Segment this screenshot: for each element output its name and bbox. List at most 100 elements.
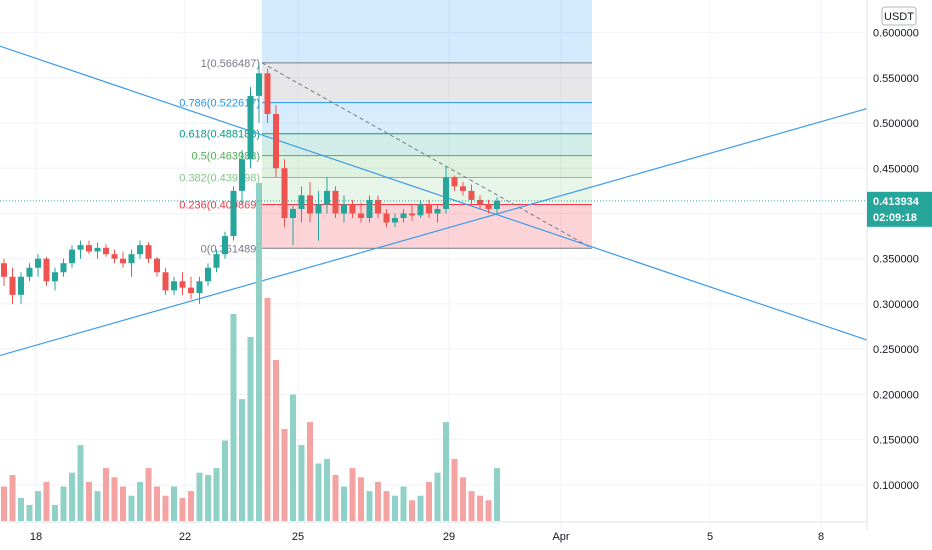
fib-trend-dashed-line[interactable] — [261, 62, 593, 249]
candles — [0, 63, 867, 304]
candle — [188, 276, 194, 300]
candle — [273, 104, 279, 178]
time-tick-label: 29 — [443, 531, 455, 543]
candle — [375, 195, 381, 218]
volume-bar — [247, 337, 254, 521]
trendlines[interactable] — [0, 45, 868, 357]
price-tick-label: 0.100000 — [873, 480, 919, 492]
volume-bar — [52, 504, 58, 521]
candle — [290, 204, 296, 246]
volume-bar — [162, 495, 169, 521]
candle — [477, 195, 483, 209]
fib-retracement[interactable]: 1(0.566487) 0.786(0.522617) 0.618(0.488188… — [179, 0, 593, 255]
candle-body — [9, 276, 16, 295]
candle — [307, 181, 313, 223]
candle-body — [264, 73, 271, 114]
candle-body — [1, 263, 7, 277]
candle-body — [307, 195, 313, 214]
candle — [128, 249, 135, 277]
candle-body — [162, 272, 169, 291]
candle-body — [494, 200, 500, 209]
price-axis[interactable]: 0.6000000.5500000.5000000.4500000.400000… — [866, 0, 932, 530]
volume-bar — [383, 491, 390, 521]
candle-body — [468, 190, 475, 200]
volume-bar — [60, 486, 67, 521]
candle-body — [26, 267, 33, 277]
candle — [341, 195, 347, 223]
candle — [52, 267, 58, 291]
fib-level-label: 1(0.566487) — [201, 58, 260, 70]
volume-bar — [315, 463, 322, 521]
volume-bar — [349, 468, 356, 521]
candle-body — [485, 204, 492, 209]
candle-body — [120, 258, 126, 264]
volume-bar — [222, 440, 228, 521]
candle — [383, 208, 390, 228]
candle-body — [171, 281, 177, 291]
candle-body — [290, 208, 296, 218]
volume-bar — [290, 394, 296, 521]
candle — [103, 244, 109, 257]
volume-bar — [400, 486, 407, 521]
fib-level-label: 0.786(0.522617) — [179, 98, 260, 110]
candle-body — [375, 199, 381, 214]
candle-body — [443, 177, 449, 209]
currency-button[interactable] — [881, 6, 917, 26]
candle-body — [383, 213, 390, 223]
candle — [443, 166, 449, 214]
fib-level-label: 0.618(0.488188) — [179, 129, 260, 141]
fib-band — [262, 102, 592, 134]
volume-bar — [494, 468, 500, 521]
volume-bar — [417, 495, 424, 521]
time-tick-label: 8 — [818, 531, 824, 543]
fib-extension-zone — [262, 0, 592, 63]
candle — [298, 186, 305, 223]
descending-trendline[interactable] — [0, 45, 868, 341]
volume-bar — [77, 445, 84, 521]
candle — [137, 240, 143, 259]
candle-body — [349, 204, 356, 214]
candle-body — [179, 281, 186, 288]
candle — [179, 272, 186, 295]
candle-body — [298, 195, 305, 209]
time-tick-label: 18 — [30, 531, 42, 543]
ascending-trendline[interactable] — [0, 107, 868, 357]
price-tick-label: 0.300000 — [873, 299, 919, 311]
candle-body — [86, 245, 92, 252]
candle — [349, 199, 356, 218]
fib-band — [262, 133, 592, 156]
volume-bar — [324, 458, 330, 521]
volume-bar — [485, 500, 492, 521]
candle-body — [332, 190, 339, 214]
candle-body — [111, 254, 118, 259]
volume-bar — [375, 481, 381, 521]
price-tick-label: 0.350000 — [873, 254, 919, 266]
candle — [205, 263, 211, 286]
time-tick-label: Apr — [552, 531, 569, 543]
candle — [451, 175, 458, 191]
candle — [9, 267, 16, 304]
volume-bar — [392, 495, 398, 521]
candle — [392, 213, 398, 228]
candle-body — [460, 186, 466, 191]
candle-body — [43, 258, 50, 282]
volume-bar — [35, 491, 41, 521]
volume-bar — [230, 314, 237, 521]
candle — [145, 242, 152, 264]
candle-body — [222, 236, 228, 255]
fib-level-label: 0.236(0.409869) — [179, 200, 260, 212]
candle-body — [434, 208, 441, 214]
candle — [222, 231, 228, 259]
candle-body — [341, 204, 347, 214]
candle-body — [426, 204, 432, 214]
time-tick-label: 5 — [707, 531, 713, 543]
candle — [171, 276, 177, 295]
candle-body — [273, 114, 279, 169]
time-axis[interactable]: 18 22 25 29 Apr 5 8 — [0, 521, 867, 543]
volume-bar — [341, 486, 347, 521]
candle-body — [239, 159, 245, 191]
candle-body — [18, 276, 24, 295]
candle-body — [400, 213, 407, 218]
price-axis-bg — [867, 0, 932, 530]
